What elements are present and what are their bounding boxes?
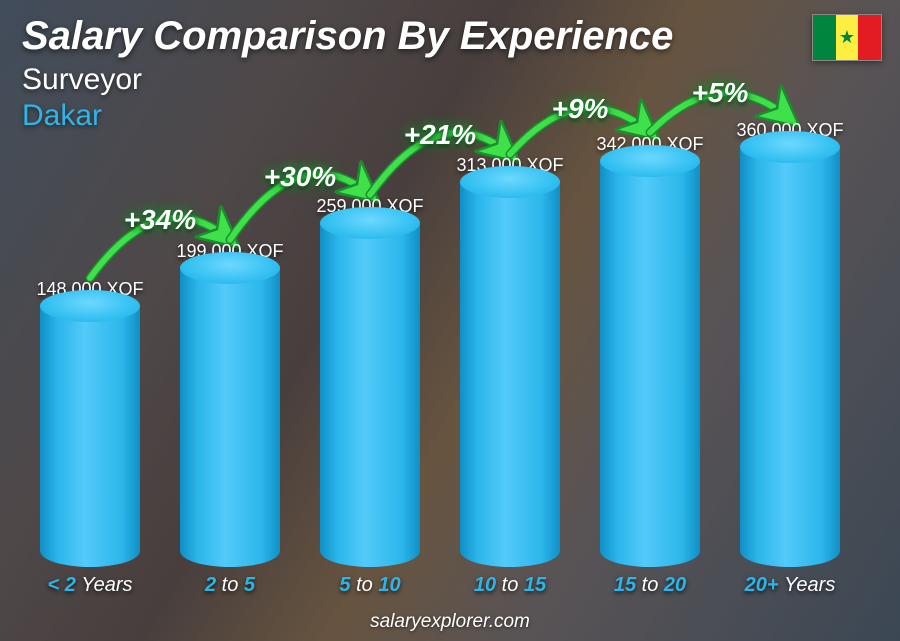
- flag-stripe-2: ★: [836, 15, 859, 60]
- x-label: 20+ Years: [731, 574, 849, 597]
- footer-attribution: salaryexplorer.com: [0, 611, 900, 633]
- bar-slot: 313,000 XOF: [451, 155, 569, 567]
- x-label: 2 to 5: [171, 574, 289, 597]
- title-main: Salary Comparison By Experience: [22, 14, 673, 59]
- salary-bar-chart: 148,000 XOF199,000 XOF259,000 XOF313,000…: [20, 77, 860, 597]
- bars-container: 148,000 XOF199,000 XOF259,000 XOF313,000…: [20, 77, 860, 567]
- x-label: 10 to 15: [451, 574, 569, 597]
- bar-slot: 342,000 XOF: [591, 134, 709, 568]
- bar-body: [600, 161, 700, 568]
- bar-slot: 360,000 XOF: [731, 120, 849, 567]
- bar-slot: 259,000 XOF: [311, 196, 429, 567]
- flag-stripe-3: [858, 15, 881, 60]
- bar-slot: 148,000 XOF: [31, 279, 149, 567]
- flag-senegal: ★: [812, 14, 882, 61]
- x-labels: < 2 Years 2 to 5 5 to 10 10 to 15 15 to 20 20…: [20, 574, 860, 597]
- x-label: 15 to 20: [591, 574, 709, 597]
- x-label: 5 to 10: [311, 574, 429, 597]
- bar-body: [740, 147, 840, 567]
- bar-top: [40, 290, 140, 322]
- x-label: < 2 Years: [31, 574, 149, 597]
- bar: [460, 182, 560, 567]
- bar: [180, 268, 280, 567]
- bar: [740, 147, 840, 567]
- bar: [600, 161, 700, 568]
- bar-top: [740, 131, 840, 163]
- bar: [40, 306, 140, 567]
- bar-top: [600, 145, 700, 177]
- flag-star-icon: ★: [839, 28, 855, 46]
- bar-body: [180, 268, 280, 567]
- bar: [320, 223, 420, 567]
- bar-body: [460, 182, 560, 567]
- bar-body: [320, 223, 420, 567]
- flag-stripe-1: [813, 15, 836, 60]
- bar-top: [180, 252, 280, 284]
- infographic-stage: Salary Comparison By Experience Surveyor…: [0, 0, 900, 641]
- bar-top: [320, 207, 420, 239]
- bar-slot: 199,000 XOF: [171, 241, 289, 567]
- bar-body: [40, 306, 140, 567]
